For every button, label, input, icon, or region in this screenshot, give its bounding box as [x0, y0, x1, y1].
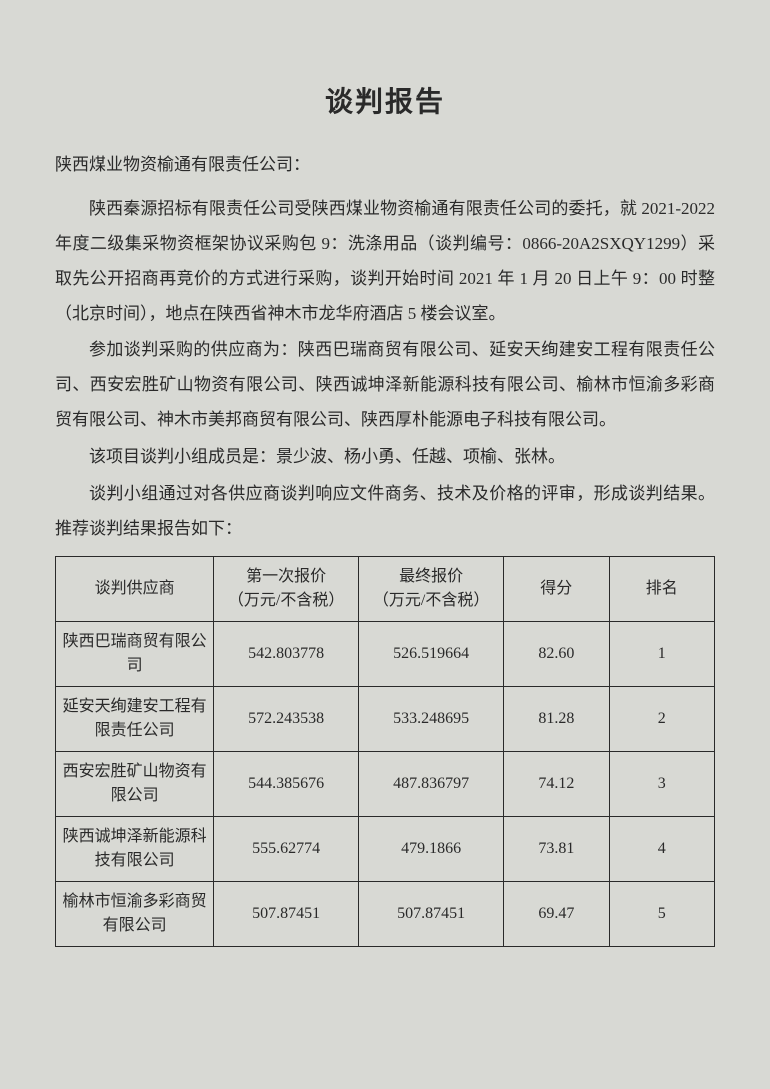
- addressee-line: 陕西煤业物资榆通有限责任公司：: [55, 148, 715, 182]
- header-first-quote-l1: 第一次报价: [246, 568, 326, 585]
- cell-rank: 2: [609, 687, 714, 752]
- table-row: 榆林市恒渝多彩商贸有限公司507.87451507.8745169.475: [56, 882, 715, 947]
- cell-score: 74.12: [504, 752, 609, 817]
- cell-final-quote: 479.1866: [359, 817, 504, 882]
- header-final-quote-l2: （万元/不含税）: [373, 592, 489, 609]
- table-row: 延安天绚建安工程有限责任公司572.243538533.24869581.282: [56, 687, 715, 752]
- table-row: 陕西诚坤泽新能源科技有限公司555.62774479.186673.814: [56, 817, 715, 882]
- results-table: 谈判供应商 第一次报价 （万元/不含税） 最终报价 （万元/不含税） 得分 排名…: [55, 556, 715, 947]
- cell-first-quote: 542.803778: [214, 622, 359, 687]
- table-row: 西安宏胜矿山物资有限公司544.385676487.83679774.123: [56, 752, 715, 817]
- paragraph-2: 参加谈判采购的供应商为：陕西巴瑞商贸有限公司、延安天绚建安工程有限责任公司、西安…: [55, 333, 715, 438]
- document-title: 谈判报告: [55, 80, 715, 120]
- cell-supplier: 陕西巴瑞商贸有限公司: [56, 622, 214, 687]
- header-first-quote-l2: （万元/不含税）: [228, 592, 344, 609]
- cell-supplier: 陕西诚坤泽新能源科技有限公司: [56, 817, 214, 882]
- cell-final-quote: 526.519664: [359, 622, 504, 687]
- paragraph-3: 该项目谈判小组成员是：景少波、杨小勇、任越、项榆、张林。: [55, 440, 715, 475]
- table-header-row: 谈判供应商 第一次报价 （万元/不含税） 最终报价 （万元/不含税） 得分 排名: [56, 557, 715, 622]
- cell-score: 82.60: [504, 622, 609, 687]
- cell-supplier: 延安天绚建安工程有限责任公司: [56, 687, 214, 752]
- cell-final-quote: 533.248695: [359, 687, 504, 752]
- paragraph-4: 谈判小组通过对各供应商谈判响应文件商务、技术及价格的评审，形成谈判结果。推荐谈判…: [55, 477, 715, 547]
- header-supplier: 谈判供应商: [56, 557, 214, 622]
- cell-score: 69.47: [504, 882, 609, 947]
- cell-score: 81.28: [504, 687, 609, 752]
- cell-first-quote: 544.385676: [214, 752, 359, 817]
- cell-first-quote: 572.243538: [214, 687, 359, 752]
- header-rank: 排名: [609, 557, 714, 622]
- cell-rank: 4: [609, 817, 714, 882]
- header-score: 得分: [504, 557, 609, 622]
- cell-rank: 1: [609, 622, 714, 687]
- cell-rank: 5: [609, 882, 714, 947]
- cell-final-quote: 507.87451: [359, 882, 504, 947]
- header-final-quote: 最终报价 （万元/不含税）: [359, 557, 504, 622]
- header-final-quote-l1: 最终报价: [399, 568, 463, 585]
- table-body: 陕西巴瑞商贸有限公司542.803778526.51966482.601延安天绚…: [56, 622, 715, 947]
- header-first-quote: 第一次报价 （万元/不含税）: [214, 557, 359, 622]
- paragraph-1: 陕西秦源招标有限责任公司受陕西煤业物资榆通有限责任公司的委托，就 2021-20…: [55, 192, 715, 331]
- cell-final-quote: 487.836797: [359, 752, 504, 817]
- cell-supplier: 榆林市恒渝多彩商贸有限公司: [56, 882, 214, 947]
- cell-first-quote: 507.87451: [214, 882, 359, 947]
- cell-first-quote: 555.62774: [214, 817, 359, 882]
- table-row: 陕西巴瑞商贸有限公司542.803778526.51966482.601: [56, 622, 715, 687]
- cell-supplier: 西安宏胜矿山物资有限公司: [56, 752, 214, 817]
- cell-rank: 3: [609, 752, 714, 817]
- cell-score: 73.81: [504, 817, 609, 882]
